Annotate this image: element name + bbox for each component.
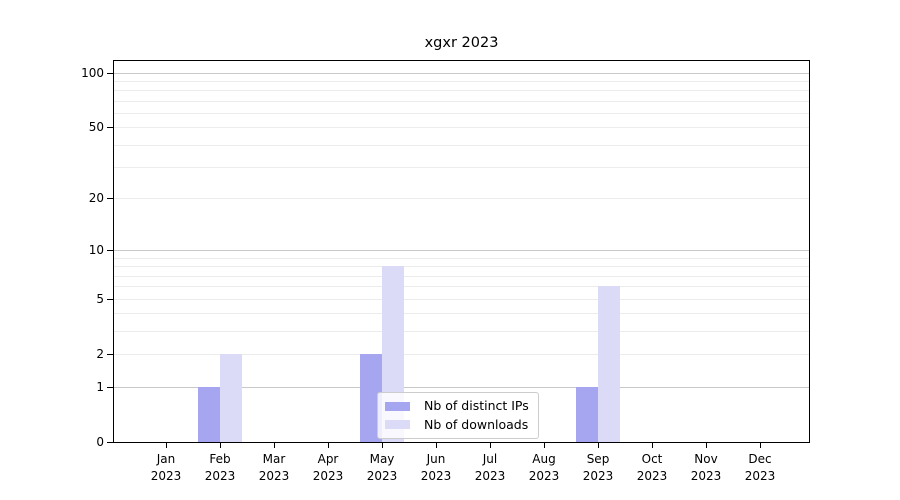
minor-gridline [114, 113, 809, 115]
minor-gridline [114, 101, 809, 102]
y-axis-tick [107, 298, 113, 300]
y-axis-tick [107, 386, 113, 388]
minor-gridline [114, 198, 809, 200]
minor-gridline [114, 144, 809, 146]
bar-distinct-ips [576, 386, 598, 442]
y-axis-tick-label: 100 [81, 65, 104, 80]
y-axis-tick-label: 50 [88, 120, 104, 135]
y-axis-tick [107, 198, 113, 200]
minor-gridline [114, 331, 809, 333]
x-axis-tick-label: Nov 2023 [690, 452, 722, 483]
minor-gridline [114, 266, 809, 268]
x-axis-tick-label: Jun 2023 [420, 452, 452, 483]
y-axis-tick-label: 2 [96, 347, 104, 362]
y-axis-tick-label: 1 [96, 379, 104, 394]
decade-gridline [114, 72, 809, 74]
x-axis-tick [652, 443, 653, 448]
plot-area [113, 60, 810, 443]
x-axis-tick-label: May 2023 [366, 452, 398, 483]
x-axis-tick-label: Oct 2023 [636, 452, 668, 483]
y-axis-tick [107, 354, 113, 356]
minor-gridline [114, 354, 809, 356]
x-axis-tick [436, 443, 437, 448]
x-axis-tick-label: Dec 2023 [744, 452, 776, 483]
minor-gridline [114, 127, 809, 129]
bar-downloads [220, 354, 242, 442]
x-axis-tick [598, 443, 599, 448]
x-axis-tick [382, 443, 383, 448]
y-axis-tick [107, 127, 113, 129]
decade-gridline [114, 250, 809, 252]
legend-swatch-distinct-ips-icon [385, 401, 410, 411]
y-axis-tick [107, 250, 113, 252]
y-axis-tick [107, 442, 113, 443]
bar-distinct-ips [198, 386, 220, 442]
decade-gridline [114, 386, 809, 388]
minor-gridline [114, 313, 809, 315]
x-axis-tick [220, 443, 221, 448]
minor-gridline [114, 286, 809, 288]
x-axis-tick [166, 443, 167, 448]
x-axis-tick [544, 443, 545, 448]
y-axis-tick-label: 0 [96, 435, 104, 449]
x-axis-tick-label: Apr 2023 [312, 452, 344, 483]
minor-gridline [114, 81, 809, 83]
minor-gridline [114, 275, 809, 277]
x-axis-tick [760, 443, 761, 448]
legend-label-downloads: Nb of downloads [424, 416, 529, 432]
bar-downloads [598, 286, 620, 442]
x-axis-tick [706, 443, 707, 448]
x-axis-tick-label: Aug 2023 [528, 452, 560, 483]
minor-gridline [114, 90, 809, 92]
minor-gridline [114, 167, 809, 169]
x-axis-tick-label: Jan 2023 [150, 452, 182, 483]
legend-swatch-downloads-icon [385, 420, 410, 430]
chart-title: xgxr 2023 [424, 35, 499, 51]
x-axis-tick-label: Feb 2023 [204, 452, 236, 483]
y-axis-tick-label: 20 [88, 191, 104, 206]
legend-item-downloads: Nb of downloads [385, 416, 529, 435]
x-axis-tick [490, 443, 491, 448]
minor-gridline [114, 298, 809, 300]
x-axis-tick [328, 443, 329, 448]
x-axis-tick-label: Jul 2023 [474, 452, 506, 483]
x-axis-tick-label: Sep 2023 [582, 452, 614, 483]
x-axis-tick-label: Mar 2023 [258, 452, 290, 483]
y-axis-tick-label: 5 [96, 291, 104, 306]
legend-item-distinct-ips: Nb of distinct IPs [385, 397, 529, 416]
legend-label-distinct-ips: Nb of distinct IPs [424, 398, 529, 414]
x-axis-tick [274, 443, 275, 448]
minor-gridline [114, 257, 809, 259]
legend: Nb of distinct IPs Nb of downloads [377, 392, 539, 439]
y-axis-tick-label: 10 [88, 243, 104, 258]
bar-distinct-ips [360, 354, 382, 442]
y-axis-tick [107, 72, 113, 74]
